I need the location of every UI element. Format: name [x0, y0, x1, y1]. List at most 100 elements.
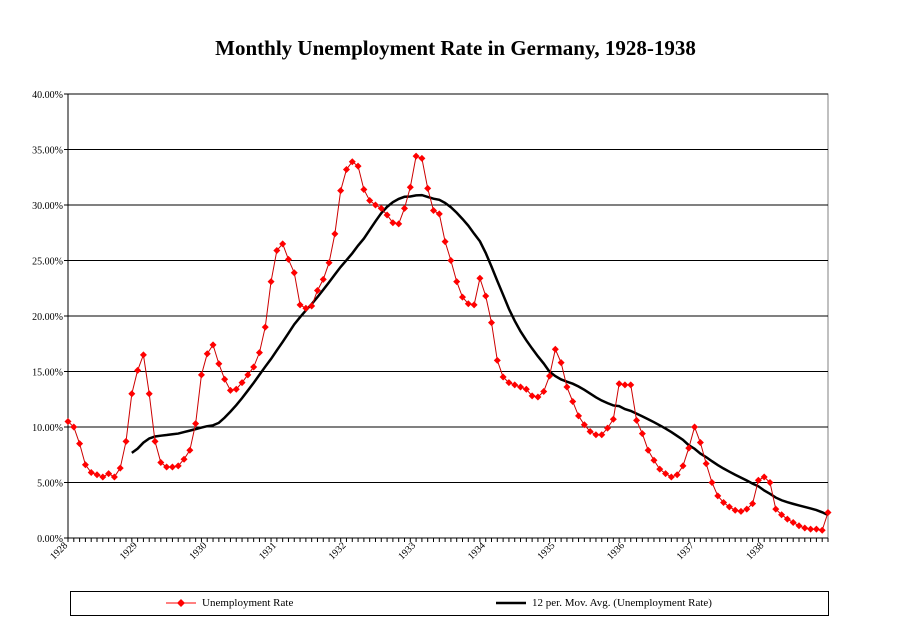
x-tick-label: 1934: [466, 540, 488, 562]
x-tick-label: 1936: [605, 540, 627, 562]
data-point: [139, 351, 147, 359]
data-point: [679, 462, 687, 470]
data-point: [807, 525, 815, 533]
data-point: [429, 207, 437, 215]
y-tick-label: 30.00%: [32, 201, 63, 212]
data-point: [232, 385, 240, 393]
data-point: [754, 476, 762, 484]
data-point: [731, 506, 739, 514]
legend-item-moving-average: 12 per. Mov. Avg. (Unemployment Rate): [496, 597, 712, 609]
data-point: [261, 323, 269, 331]
legend-label: Unemployment Rate: [202, 597, 294, 609]
data-point: [528, 392, 536, 400]
data-point: [453, 278, 461, 286]
data-point: [621, 381, 629, 389]
data-point: [459, 293, 467, 301]
data-point: [93, 471, 101, 479]
data-point: [546, 372, 554, 380]
data-point: [99, 473, 107, 481]
data-point: [534, 393, 542, 401]
x-tick-label: 1935: [536, 540, 558, 562]
data-point: [192, 420, 200, 428]
data-point: [209, 341, 217, 349]
data-point: [342, 165, 350, 173]
data-point: [435, 210, 443, 218]
data-point: [348, 158, 356, 166]
data-point: [64, 417, 72, 425]
data-point: [325, 259, 333, 267]
data-point: [749, 500, 757, 508]
data-point: [557, 359, 565, 367]
legend-swatch-red-diamond-icon: [166, 599, 196, 607]
data-point: [128, 390, 136, 398]
data-point: [801, 524, 809, 532]
data-point: [696, 439, 704, 447]
data-point: [580, 421, 588, 429]
legend-item-unemployment-rate: Unemployment Rate: [166, 597, 293, 609]
data-point: [650, 456, 658, 464]
data-point: [267, 278, 275, 286]
data-point: [517, 383, 525, 391]
data-point: [197, 371, 205, 379]
data-point: [145, 390, 153, 398]
data-point: [168, 463, 176, 471]
data-point: [633, 416, 641, 424]
data-point: [163, 463, 171, 471]
y-tick-label: 15.00%: [32, 368, 63, 379]
data-point: [331, 230, 339, 238]
data-point: [244, 371, 252, 379]
data-point: [609, 415, 617, 423]
data-point: [627, 381, 635, 389]
data-point: [302, 304, 310, 312]
data-point: [412, 152, 420, 160]
data-point: [273, 247, 281, 255]
y-tick-label: 20.00%: [32, 312, 63, 323]
data-point: [615, 380, 623, 388]
y-tick-label: 25.00%: [32, 257, 63, 268]
data-point: [662, 470, 670, 478]
data-point: [377, 204, 385, 212]
data-point: [255, 349, 263, 357]
data-point: [511, 381, 519, 389]
data-point: [592, 431, 600, 439]
y-tick-label: 5.00%: [37, 479, 63, 490]
data-point: [313, 286, 321, 294]
data-point: [488, 319, 496, 327]
data-point: [685, 444, 693, 452]
data-point: [418, 154, 426, 162]
data-point: [447, 257, 455, 264]
data-point: [81, 461, 89, 469]
data-point: [296, 301, 304, 309]
x-tick-label: 1933: [396, 540, 418, 562]
data-point: [122, 437, 130, 445]
y-tick-label: 40.00%: [32, 90, 63, 101]
data-point: [760, 473, 768, 481]
data-point: [203, 350, 211, 358]
data-point: [795, 522, 803, 530]
data-point: [371, 201, 379, 209]
data-point: [725, 503, 733, 511]
data-point: [586, 427, 594, 435]
data-point: [783, 515, 791, 523]
data-point: [290, 269, 298, 277]
data-point: [424, 184, 432, 192]
data-point: [238, 379, 246, 387]
data-point: [215, 360, 223, 368]
data-point: [470, 301, 478, 309]
data-point: [812, 525, 820, 533]
legend-swatch-black-line-icon: [496, 601, 526, 605]
data-point: [493, 356, 501, 364]
data-point: [250, 363, 258, 371]
data-point: [226, 386, 234, 394]
data-point: [116, 464, 124, 472]
data-point: [563, 383, 571, 391]
unemployment-rate-line: [67, 155, 829, 531]
data-point: [476, 274, 484, 282]
data-point: [180, 455, 188, 463]
data-point: [702, 460, 710, 468]
legend: Unemployment Rate 12 per. Mov. Avg. (Une…: [70, 591, 829, 616]
data-point: [522, 385, 530, 393]
data-point: [441, 238, 449, 246]
x-tick-label: 1937: [675, 540, 697, 562]
